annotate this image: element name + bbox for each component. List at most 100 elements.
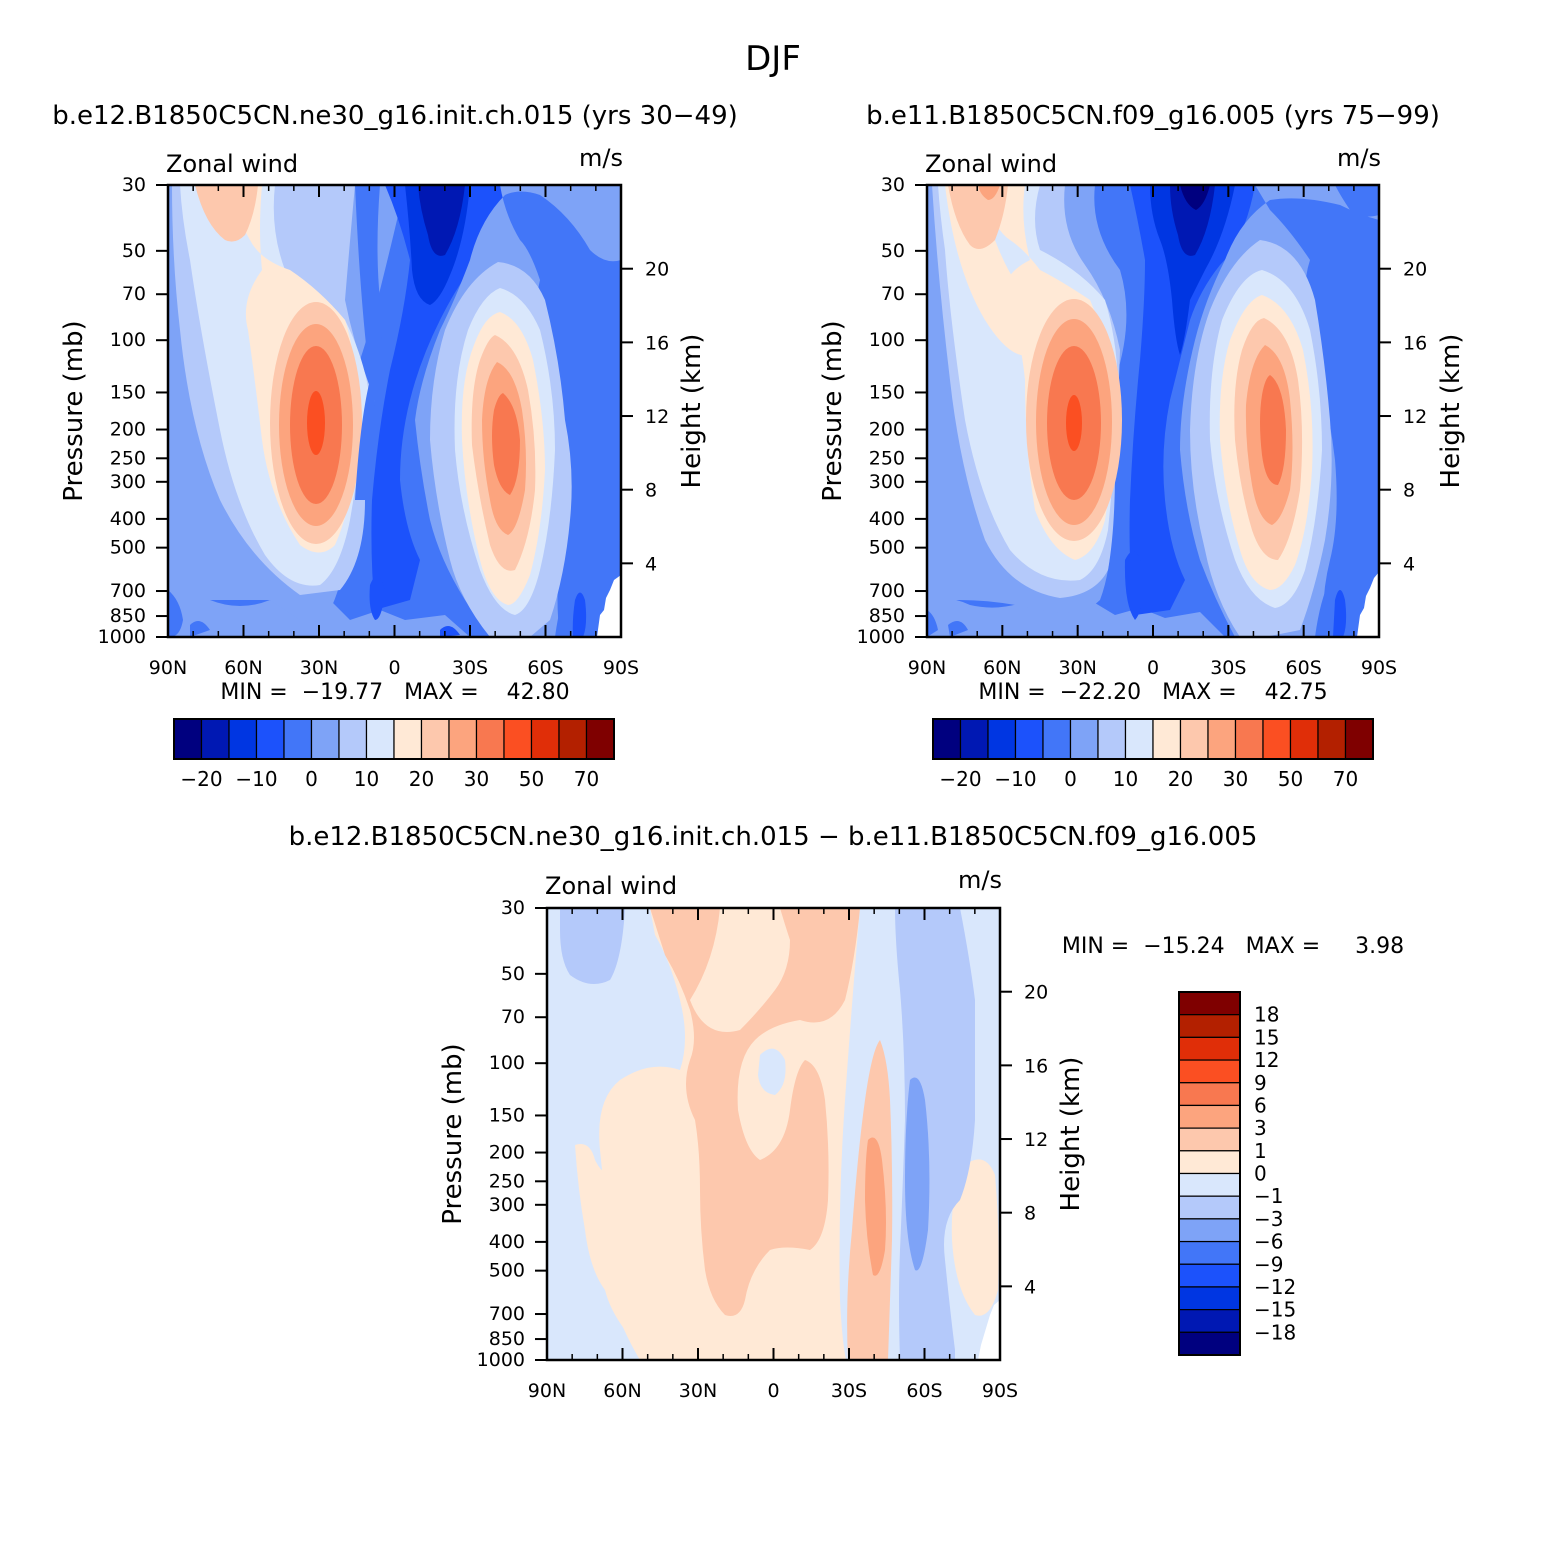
height-tick-label: 4	[1403, 553, 1415, 575]
colorbar-swatch	[1124, 718, 1154, 760]
colorbar-swatch	[530, 718, 560, 760]
colorbar-label: −18	[1254, 1320, 1296, 1344]
missing-data	[978, 1300, 1000, 1360]
y-tick-label: 300	[869, 471, 905, 493]
x-tick-label: 30N	[300, 657, 338, 679]
colorbar-swatch	[1178, 991, 1241, 1016]
axes: 90N 60N 30N 0 30S 60S 90S 30 50 70 100 1…	[98, 174, 670, 679]
colorbar-label: −6	[1254, 1230, 1283, 1254]
colorbar-swatch	[1178, 1104, 1241, 1129]
colorbar-label: −3	[1254, 1207, 1283, 1231]
height-tick-label: 16	[645, 332, 669, 354]
colorbar-frame	[173, 718, 615, 760]
contour-region	[758, 1048, 786, 1095]
panel-model-ne30: b.e12.B1850C5CN.ne30_g16.init.ch.015 (yr…	[52, 101, 738, 791]
colorbar-label: 3	[1254, 1116, 1267, 1140]
units-label: m/s	[958, 866, 1002, 894]
contour-field	[547, 908, 1000, 1360]
colorbar-label: 12	[1254, 1048, 1279, 1072]
height-tick-label: 16	[1024, 1055, 1048, 1077]
x-tick-label: 30S	[1210, 657, 1246, 679]
contour-region	[948, 621, 968, 637]
x-tick-label: 90N	[149, 657, 187, 679]
y-tick-label: 50	[881, 240, 905, 262]
contour-field	[168, 185, 621, 637]
min-max-label: MIN = −19.77 MAX = 42.80	[220, 680, 569, 705]
x-tick-label: 60S	[527, 657, 563, 679]
colorbar-swatch	[228, 718, 258, 760]
colorbar-swatch	[558, 718, 588, 760]
colorbar-label: 30	[1223, 767, 1248, 791]
x-tick-label: 60S	[906, 1380, 942, 1402]
colorbar-label: 10	[1113, 767, 1138, 791]
min-max-label: MIN = −22.20 MAX = 42.75	[978, 680, 1327, 705]
height-tick-label: 20	[1024, 982, 1048, 1004]
colorbar-swatch	[1262, 718, 1292, 760]
contour-region	[369, 576, 385, 620]
x-tick-label: 90S	[603, 657, 639, 679]
y-axis-right-label: Height (km)	[1056, 1057, 1086, 1212]
colorbar: 18 15 12 9 6 3 1 0 −1 −3 −6 −9 −12 −15 −…	[1178, 991, 1296, 1356]
x-tick-label: 60S	[1286, 657, 1322, 679]
contour-region	[547, 1138, 570, 1295]
colorbar-swatch	[1178, 1082, 1241, 1107]
height-tick-label: 4	[1024, 1276, 1036, 1298]
contour-region	[307, 391, 325, 455]
x-tick-label: 90S	[982, 1380, 1018, 1402]
colorbar-swatch	[1014, 718, 1044, 760]
colorbar-swatch	[1317, 718, 1347, 760]
colorbar-swatch	[1178, 1218, 1241, 1243]
height-tick-label: 20	[645, 259, 669, 281]
y-tick-label: 200	[110, 419, 146, 441]
colorbar-swatch	[255, 718, 285, 760]
y-tick-label: 700	[489, 1303, 525, 1325]
colorbar-label: 30	[464, 767, 489, 791]
contour-field	[927, 185, 1379, 637]
colorbar-label: 0	[1064, 767, 1077, 791]
y-tick-label: 30	[501, 897, 525, 919]
y-tick-label: 70	[501, 1006, 525, 1028]
colorbar-swatch	[1344, 718, 1374, 760]
y-tick-label: 700	[869, 580, 905, 602]
x-tick-label: 30S	[831, 1380, 867, 1402]
colorbar: −20 −10 0 10 20 30 50 70	[173, 718, 615, 791]
panel-model-f09: b.e11.B1850C5CN.f09_g16.005 (yrs 75−99) …	[818, 101, 1466, 791]
y-tick-label: 250	[869, 447, 905, 469]
y-tick-label: 150	[110, 381, 146, 403]
colorbar-swatch	[448, 718, 478, 760]
colorbar-swatch	[173, 718, 203, 760]
y-tick-label: 30	[881, 174, 905, 196]
panel-difference: b.e12.B1850C5CN.ne30_g16.init.ch.015 − b…	[289, 822, 1405, 1402]
colorbar-frame	[1178, 991, 1241, 1356]
contour-region	[1180, 185, 1210, 210]
colorbar-swatch	[1069, 718, 1099, 760]
y-axis-right-label: Height (km)	[677, 334, 707, 489]
x-tick-label: 90S	[1361, 657, 1397, 679]
height-tick-label: 8	[1403, 480, 1415, 502]
colorbar-label: 9	[1254, 1071, 1267, 1095]
x-tick-label: 60N	[983, 657, 1021, 679]
contour-region	[492, 393, 520, 495]
x-tick-label: 60N	[224, 657, 262, 679]
colorbar-swatch	[1178, 1014, 1241, 1038]
colorbar-label: 6	[1254, 1093, 1267, 1117]
missing-data	[597, 575, 621, 637]
y-tick-label: 50	[501, 963, 525, 985]
contour-region	[1066, 395, 1082, 451]
colorbar-label: −1	[1254, 1184, 1283, 1208]
colorbar-label: 20	[1168, 767, 1193, 791]
units-label: m/s	[579, 144, 623, 172]
colorbar-swatch	[1178, 1127, 1241, 1152]
colorbar-label: 70	[574, 767, 599, 791]
colorbar-label: −10	[994, 767, 1036, 791]
y-tick-label: 100	[110, 329, 146, 351]
x-tick-label: 90N	[908, 657, 946, 679]
contour-region	[560, 908, 625, 984]
colorbar-label: 50	[1278, 767, 1303, 791]
colorbar-swatch	[200, 718, 230, 760]
variable-label: Zonal wind	[925, 150, 1057, 178]
x-tick-label: 30N	[1058, 657, 1096, 679]
missing-data	[1357, 572, 1379, 637]
colorbar-label: −12	[1254, 1275, 1296, 1299]
